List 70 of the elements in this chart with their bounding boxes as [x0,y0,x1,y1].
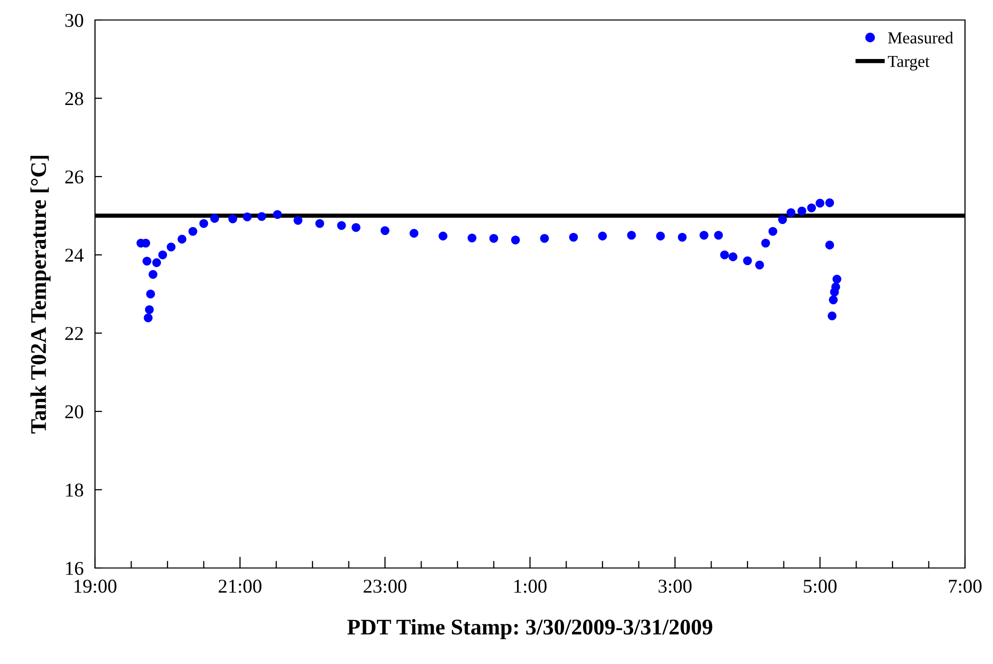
point [700,230,708,240]
point [188,226,198,236]
x-axis-title: PDT Time Stamp: 3/30/2009-3/31/2009 [347,618,712,640]
point [294,216,302,225]
point [148,270,158,279]
point [825,240,834,250]
point [142,256,152,266]
point [828,295,838,304]
y-tick-label: 26 [65,170,84,184]
point [144,305,154,314]
point [598,232,607,240]
point [468,234,476,242]
point [352,223,360,232]
x-tick-label: 3:00 [658,580,692,593]
point [489,234,498,243]
point [761,238,770,248]
y-tick-label: 28 [65,92,84,106]
point [158,250,168,260]
point [831,282,840,292]
x-tick-label: 5:00 [804,580,837,593]
point [511,236,520,244]
point [228,214,238,224]
y-tick-label: 18 [66,484,84,497]
point [832,274,842,284]
point [178,234,186,244]
point [337,221,346,230]
point [720,250,729,260]
point [152,258,162,268]
point [199,219,208,228]
point [778,215,787,224]
x-tick-label: 7:00 [949,580,982,593]
y-tick-label: 20 [65,405,84,418]
point [210,214,220,223]
y-tick-label: 16 [66,562,84,575]
legend-label: Measured [888,32,954,44]
point [569,232,578,242]
point [768,226,778,236]
point [714,230,723,240]
point [807,203,816,212]
point [540,234,549,243]
point [380,226,390,235]
x-tick-label: 19:00 [74,580,116,593]
point [166,242,176,252]
legend-label: Target [888,56,930,70]
point [825,198,834,208]
point [315,219,324,228]
point [755,260,764,270]
point [273,210,282,219]
point [816,198,824,208]
point [144,313,153,322]
y-tick-label: 22 [65,327,83,340]
point [257,212,266,221]
point [146,290,155,298]
x-tick-label: 23:00 [364,580,406,593]
x-tick-label: 21:00 [218,580,262,593]
point [678,232,687,242]
point [797,206,806,216]
point [786,208,796,217]
point [438,232,448,240]
point [410,228,418,238]
point [828,312,836,320]
x-tick-label: 1:00 [514,580,547,593]
y-tick-label: 30 [65,14,84,27]
point [242,212,252,222]
y-axis-title: Tank T02A Temperature [°C] [30,156,51,434]
point [627,230,636,240]
y-tick-label: 24 [65,248,84,262]
point [728,252,738,262]
point [656,232,665,240]
point [743,256,752,266]
